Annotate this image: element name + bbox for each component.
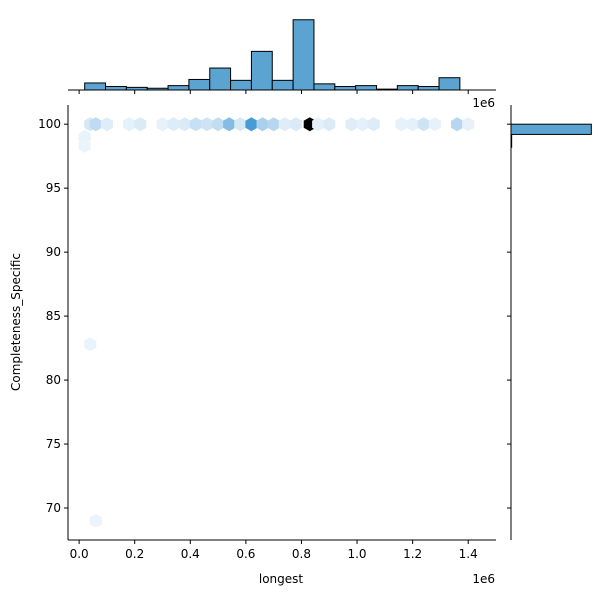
y-tick-label: 85: [46, 309, 61, 323]
x-tick-label: 1.4: [459, 547, 478, 561]
x-tick-label: 0.6: [236, 547, 255, 561]
x-axis-offset-label: 1e6: [472, 572, 495, 586]
y-axis-label: Completeness_Specific: [9, 253, 23, 391]
y-tick-label: 95: [46, 181, 61, 195]
hexbin: [134, 117, 147, 132]
top-histogram-bar: [417, 85, 440, 91]
top-histogram-bar: [84, 82, 107, 91]
top-marginal-histogram: [68, 19, 496, 94]
hexbin: [89, 513, 102, 528]
top-histogram-bar: [167, 85, 190, 91]
hexbin: [428, 117, 441, 132]
hexbin: [312, 117, 325, 132]
top-histogram-offset-label: 1e6: [472, 96, 495, 110]
top-histogram-bar: [396, 85, 419, 91]
hexbin: [267, 117, 280, 132]
hexbin: [200, 117, 213, 132]
hexbin: [462, 117, 475, 132]
hexbin: [256, 117, 269, 132]
x-tick-label: 0.2: [125, 547, 144, 561]
hexbin: [84, 337, 97, 352]
hexbin: [323, 117, 336, 132]
top-histogram-bar: [355, 85, 377, 91]
x-tick-label: 0.0: [70, 547, 89, 561]
x-tick-label: 1.2: [403, 547, 422, 561]
hexbin: [345, 117, 358, 132]
top-histogram-bar: [334, 85, 357, 91]
hexbin: [395, 117, 408, 132]
top-histogram-bar: [209, 67, 232, 91]
y-tick-label: 100: [38, 117, 61, 131]
top-histogram-bar: [250, 50, 273, 91]
main-hexbin-plot: 0.0 0.2 0.4 0.6 0.8 1.0 1.2 1.4 70 75 80 85 90 95 100: [38, 105, 496, 561]
hexbin: [367, 117, 380, 132]
x-axis-label: longest: [259, 572, 304, 586]
y-tick-label: 75: [46, 437, 61, 451]
right-marginal-histogram: [507, 105, 592, 540]
hexbin: [100, 117, 113, 132]
hexbin: [178, 117, 191, 132]
hexbin: [78, 138, 91, 153]
hexbin: [356, 117, 369, 132]
x-tick-label: 1.0: [347, 547, 366, 561]
hexbin: [289, 117, 302, 132]
hexbin: [451, 117, 464, 132]
top-histogram-bar: [292, 19, 315, 91]
top-histogram-bar: [105, 85, 127, 91]
hexbin: [417, 117, 430, 132]
hexbin: [278, 117, 291, 132]
hexbin: [406, 117, 419, 132]
hexbin: [123, 117, 136, 132]
hexbin: [167, 117, 180, 132]
hexbin: [234, 117, 247, 132]
hexbin: [245, 117, 258, 132]
top-histogram-bar: [313, 83, 336, 91]
top-histogram-bar: [230, 79, 252, 91]
top-histogram-bar: [188, 78, 211, 91]
x-tick-label: 0.8: [292, 547, 311, 561]
hexbin: [223, 117, 236, 132]
y-tick-label: 90: [46, 245, 61, 259]
y-tick-label: 70: [46, 501, 61, 515]
right-histogram-bar: [510, 123, 592, 135]
hexbin: [89, 117, 102, 132]
hexbin: [78, 130, 91, 144]
x-tick-label: 0.4: [181, 547, 200, 561]
hexbin: [189, 117, 202, 132]
top-histogram-bar: [438, 77, 461, 91]
hexbin: [212, 117, 225, 132]
top-histogram-bar: [271, 79, 294, 91]
y-tick-label: 80: [46, 373, 61, 387]
hexbin: [156, 117, 169, 132]
